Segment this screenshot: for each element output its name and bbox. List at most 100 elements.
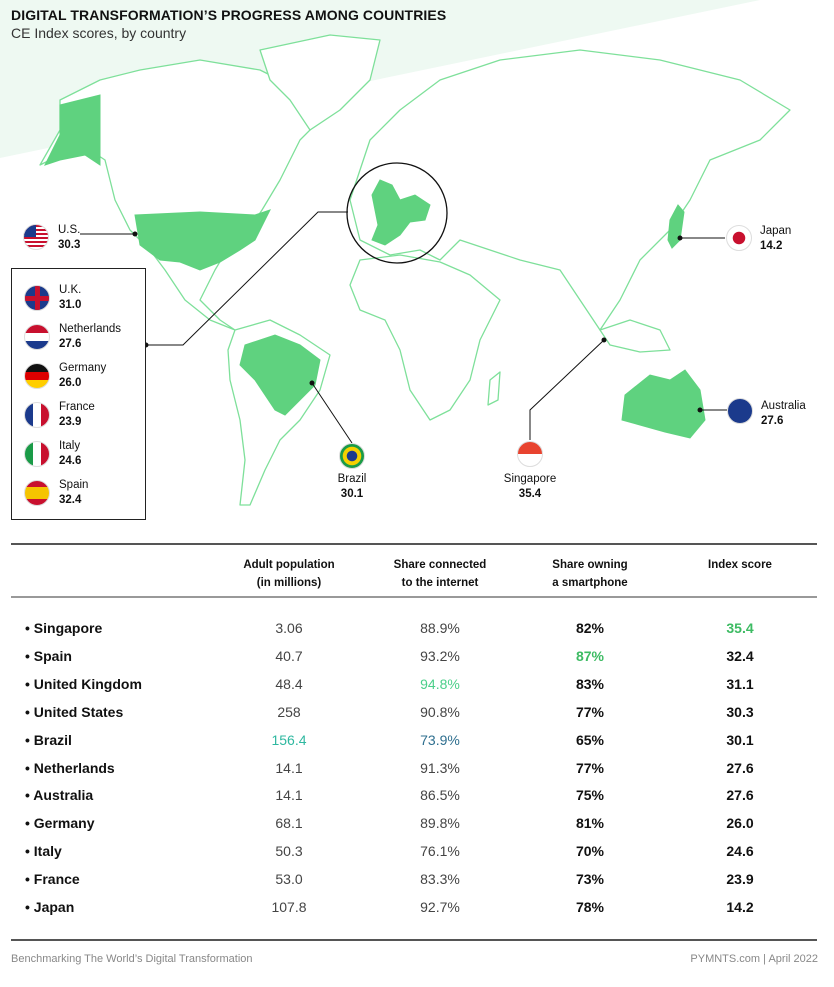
table-row: • Brazil 156.4 73.9% 65% 30.1 — [11, 732, 817, 758]
table-row: • Italy 50.3 76.1% 70% 24.6 — [11, 843, 817, 869]
cell-smartphone: 78% — [575, 899, 605, 915]
table-row: • Singapore 3.06 88.9% 82% 35.4 — [11, 620, 817, 646]
france-flag-icon — [24, 402, 50, 428]
germany-label: Germany 26.0 — [59, 362, 107, 389]
africa — [349, 254, 501, 421]
header-index: Index score — [708, 559, 772, 571]
southeast-asia — [599, 319, 671, 353]
cell-country: • United Kingdom — [25, 675, 142, 692]
cell-smartphone: 73% — [575, 871, 605, 888]
cell-smartphone: 81% — [575, 815, 605, 832]
spain-label: Spain 32.4 — [59, 479, 89, 506]
brazil-label: Brazil 30.1 — [337, 473, 367, 500]
country-name: France — [33, 871, 80, 888]
cell-population: 107.8 — [271, 899, 307, 915]
country-name: Germany — [33, 815, 95, 832]
europe-legend-box: U.K. 31.0 Netherlands 27.6 Germany 26.0 Fra… — [11, 268, 146, 520]
cell-index: 30.3 — [726, 703, 754, 720]
netherlands-label: Netherlands 27.6 — [59, 323, 122, 350]
world-map — [39, 34, 791, 506]
cell-internet: 90.8% — [420, 703, 460, 720]
table-header: Adult population (in millions) Share conn… — [11, 543, 817, 598]
europe-callout-circle — [346, 162, 448, 264]
header-population: Adult population (in millions) — [243, 559, 335, 589]
table-row: • Japan 107.8 92.7% 78% 14.2 — [11, 899, 817, 925]
table-row: • Germany 68.1 89.8% 81% 26.0 — [11, 815, 817, 841]
cell-index: 27.6 — [726, 787, 754, 804]
cell-internet: 76.1% — [420, 843, 460, 860]
footer-report-title: Benchmarking The World’s Digital Transfo… — [11, 953, 253, 965]
australia-highlight — [621, 369, 706, 439]
europe-highlight — [371, 179, 431, 246]
brazil-leader-line — [311, 382, 353, 444]
cell-internet: 88.9% — [420, 620, 460, 636]
cell-index: 30.1 — [726, 731, 754, 748]
table-row: • Spain 40.7 93.2% 87% 32.4 — [11, 648, 817, 674]
cell-population: 50.3 — [275, 843, 303, 860]
cell-smartphone: 77% — [575, 703, 605, 720]
cell-internet: 73.9% — [420, 731, 460, 748]
cell-index: 27.6 — [726, 759, 754, 776]
cell-index: 14.2 — [726, 899, 754, 915]
country-name: Singapore — [33, 620, 103, 636]
table-row: • Australia 14.1 86.5% 75% 27.6 — [11, 787, 817, 813]
header-smartphone: Share owning a smartphone — [552, 559, 628, 589]
cell-country: • Singapore — [25, 620, 103, 636]
country-name: Japan — [33, 899, 75, 915]
cell-country: • Spain — [25, 647, 72, 664]
italy-label: Italy 24.6 — [59, 440, 82, 467]
italy-flag-icon — [24, 441, 50, 467]
cell-index: 35.4 — [726, 620, 754, 636]
greenland — [259, 34, 381, 131]
cell-internet: 92.7% — [420, 899, 460, 915]
country-name: Italy — [33, 843, 62, 860]
germany-flag-icon — [24, 363, 50, 389]
country-name: Spain — [33, 647, 72, 664]
cell-country: • Brazil — [25, 731, 72, 748]
us-highlight — [134, 209, 271, 271]
footer-date: | April 2022 — [763, 953, 818, 965]
cell-index: 31.1 — [726, 675, 754, 692]
cell-internet: 94.8% — [420, 675, 460, 692]
cell-country: • Italy — [25, 843, 62, 860]
uk-flag-icon — [24, 285, 50, 311]
singapore-leader-line — [529, 339, 605, 440]
alaska-highlight — [44, 94, 101, 166]
cell-internet: 93.2% — [420, 647, 460, 664]
cell-country: • Germany — [25, 815, 95, 832]
us-flag-icon — [23, 224, 49, 250]
netherlands-flag-icon — [24, 324, 50, 350]
table-row: • France 53.0 83.3% 73% 23.9 — [11, 871, 817, 897]
australia-label: Australia 27.6 — [761, 400, 806, 427]
table-row: • Netherlands 14.1 91.3% 77% 27.6 — [11, 760, 817, 786]
cell-index: 24.6 — [726, 843, 754, 860]
cell-internet: 89.8% — [420, 815, 460, 832]
country-name: United Kingdom — [33, 675, 142, 692]
brand-logo: PYMNTS.com — [690, 953, 761, 965]
cell-population: 3.06 — [275, 620, 303, 636]
australia-flag-icon — [727, 398, 753, 424]
chart-subtitle: CE Index scores, by country — [11, 25, 187, 41]
cell-population: 68.1 — [275, 815, 303, 832]
singapore-flag-icon — [517, 441, 543, 467]
cell-population: 48.4 — [275, 675, 303, 692]
cell-country: • Australia — [25, 787, 94, 804]
cell-population: 14.1 — [275, 759, 303, 776]
france-label: France 23.9 — [59, 401, 95, 428]
singapore-label: Singapore 35.4 — [503, 473, 557, 500]
cell-population: 14.1 — [275, 787, 303, 804]
cell-population: 156.4 — [271, 731, 307, 748]
cell-index: 32.4 — [726, 647, 754, 664]
cell-smartphone: 75% — [575, 787, 605, 804]
cell-smartphone: 87% — [575, 647, 605, 664]
brazil-flag-icon — [339, 443, 365, 469]
country-name: Netherlands — [33, 759, 115, 776]
cell-country: • Japan — [25, 899, 75, 915]
country-name: United States — [33, 703, 124, 720]
cell-smartphone: 65% — [575, 731, 605, 748]
cell-country: • France — [25, 871, 80, 888]
japan-flag-icon — [726, 225, 752, 251]
cell-smartphone: 70% — [575, 843, 605, 860]
cell-population: 258 — [277, 703, 301, 720]
cell-internet: 83.3% — [420, 871, 460, 888]
